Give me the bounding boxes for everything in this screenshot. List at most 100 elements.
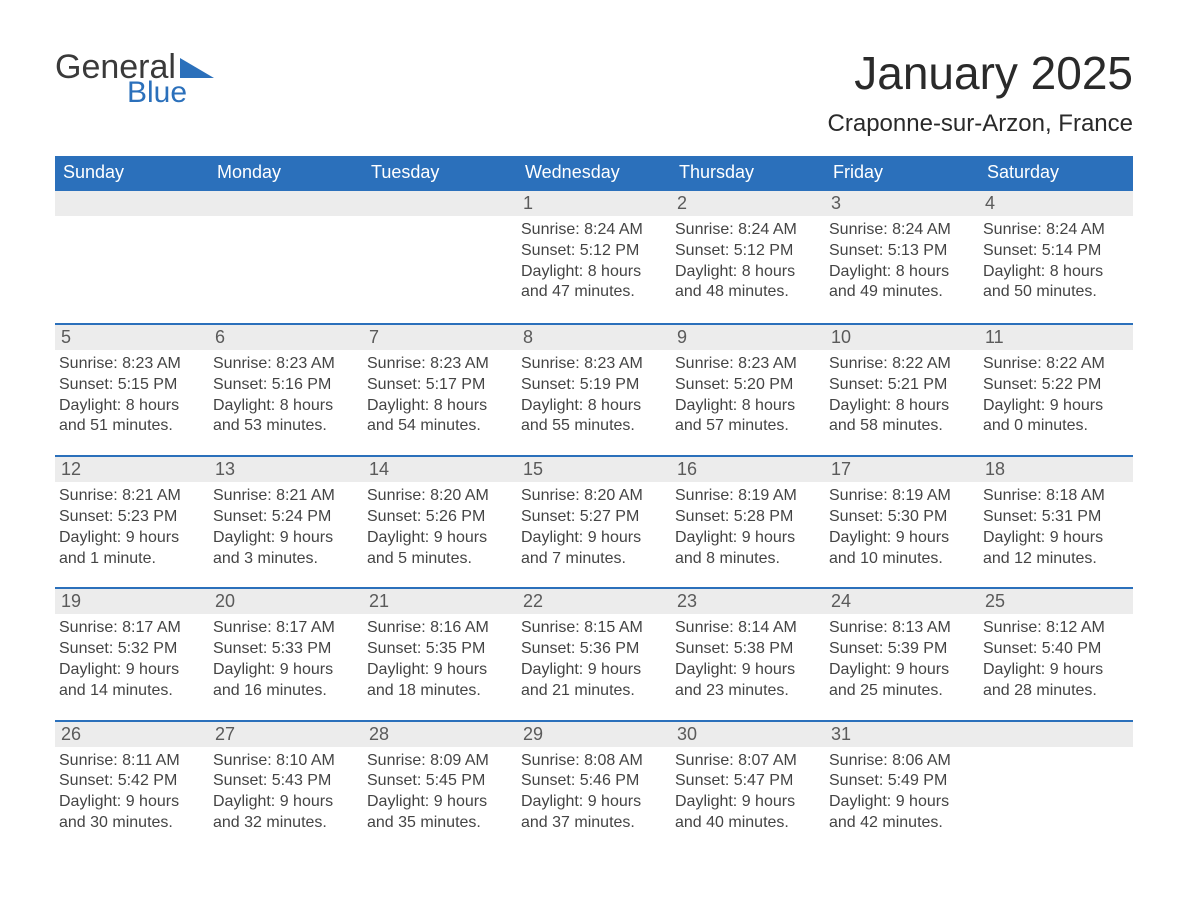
calendar-cell: 15Sunrise: 8:20 AMSunset: 5:27 PMDayligh… — [517, 455, 671, 587]
daylight-text: Daylight: 9 hours and 1 minute. — [59, 528, 203, 570]
day-number: 16 — [671, 455, 825, 482]
calendar-cell: . — [55, 189, 209, 323]
day-header-sunday: Sunday — [55, 156, 209, 189]
day-number: 29 — [517, 720, 671, 747]
sunrise-text: Sunrise: 8:16 AM — [367, 618, 511, 639]
daylight-text: Daylight: 9 hours and 37 minutes. — [521, 792, 665, 834]
calendar-cell: 17 Sunrise: 8:19 AMSunset: 5:30 PMDayligh… — [825, 455, 979, 587]
day-number: 28 — [363, 720, 517, 747]
day-number: 17 — [825, 455, 979, 482]
day-number: 30 — [671, 720, 825, 747]
sunset-text: Sunset: 5:13 PM — [829, 241, 973, 262]
daylight-text: Daylight: 9 hours and 28 minutes. — [983, 660, 1127, 702]
calendar-week: ...1Sunrise: 8:24 AMSunset: 5:12 PMDayli… — [55, 189, 1133, 323]
sunrise-text: Sunrise: 8:24 AM — [829, 220, 973, 241]
page-title: January 2025 — [828, 50, 1133, 96]
calendar-cell: 7 Sunrise: 8:23 AMSunset: 5:17 PMDaylight… — [363, 323, 517, 455]
calendar-cell: 2 Sunrise: 8:24 AMSunset: 5:12 PMDaylight… — [671, 189, 825, 323]
calendar-cell: 18Sunrise: 8:18 AMSunset: 5:31 PMDayligh… — [979, 455, 1133, 587]
sunrise-text: Sunrise: 8:23 AM — [59, 354, 203, 375]
daylight-text: Daylight: 9 hours and 5 minutes. — [367, 528, 511, 570]
calendar-cell: 3Sunrise: 8:24 AMSunset: 5:13 PMDaylight… — [825, 189, 979, 323]
day-number: 15 — [517, 455, 671, 482]
daylight-text: Daylight: 9 hours and 21 minutes. — [521, 660, 665, 702]
sunset-text: Sunset: 5:36 PM — [521, 639, 665, 660]
sunrise-text: Sunrise: 8:14 AM — [675, 618, 819, 639]
day-details: Sunrise: 8:17 AMSunset: 5:33 PMDaylight:… — [211, 618, 357, 701]
daylight-text: Daylight: 9 hours and 32 minutes. — [213, 792, 357, 834]
title-block: January 2025 Craponne-sur-Arzon, France — [828, 50, 1133, 138]
calendar-cell: 11Sunrise: 8:22 AMSunset: 5:22 PMDayligh… — [979, 323, 1133, 455]
day-number: . — [363, 189, 517, 216]
day-details: Sunrise: 8:08 AMSunset: 5:46 PMDaylight:… — [519, 751, 665, 834]
day-details: Sunrise: 8:21 AMSunset: 5:23 PMDaylight:… — [57, 486, 203, 569]
calendar-cell: 29 Sunrise: 8:08 AMSunset: 5:46 PMDayligh… — [517, 720, 671, 852]
calendar-cell: 8Sunrise: 8:23 AMSunset: 5:19 PMDaylight… — [517, 323, 671, 455]
daylight-text: Daylight: 9 hours and 8 minutes. — [675, 528, 819, 570]
sunrise-text: Sunrise: 8:19 AM — [829, 486, 973, 507]
sunrise-text: Sunrise: 8:19 AM — [675, 486, 819, 507]
daylight-text: Daylight: 8 hours and 50 minutes. — [983, 262, 1127, 304]
day-number: 2 — [671, 189, 825, 216]
day-header-thursday: Thursday — [671, 156, 825, 189]
calendar-cell: 12Sunrise: 8:21 AMSunset: 5:23 PMDayligh… — [55, 455, 209, 587]
day-header-friday: Friday — [825, 156, 979, 189]
sunset-text: Sunset: 5:38 PM — [675, 639, 819, 660]
sunset-text: Sunset: 5:15 PM — [59, 375, 203, 396]
page-subtitle: Craponne-sur-Arzon, France — [828, 110, 1133, 138]
sunrise-text: Sunrise: 8:10 AM — [213, 751, 357, 772]
daylight-text: Daylight: 8 hours and 47 minutes. — [521, 262, 665, 304]
daylight-text: Daylight: 9 hours and 3 minutes. — [213, 528, 357, 570]
daylight-text: Daylight: 8 hours and 53 minutes. — [213, 396, 357, 438]
day-details: Sunrise: 8:10 AMSunset: 5:43 PMDaylight:… — [211, 751, 357, 834]
daylight-text: Daylight: 9 hours and 23 minutes. — [675, 660, 819, 702]
header-row: General Blue January 2025 Craponne-sur-A… — [55, 50, 1133, 138]
sunset-text: Sunset: 5:35 PM — [367, 639, 511, 660]
daylight-text: Daylight: 8 hours and 54 minutes. — [367, 396, 511, 438]
sunset-text: Sunset: 5:12 PM — [521, 241, 665, 262]
day-details: Sunrise: 8:24 AMSunset: 5:13 PMDaylight:… — [827, 220, 973, 303]
day-details: Sunrise: 8:23 AMSunset: 5:16 PMDaylight:… — [211, 354, 357, 437]
day-number: 25 — [979, 587, 1133, 614]
calendar-week: 12Sunrise: 8:21 AMSunset: 5:23 PMDayligh… — [55, 455, 1133, 587]
calendar-cell: 16Sunrise: 8:19 AMSunset: 5:28 PMDayligh… — [671, 455, 825, 587]
sunset-text: Sunset: 5:16 PM — [213, 375, 357, 396]
calendar-cell: . — [209, 189, 363, 323]
day-number: 7 — [363, 323, 517, 350]
calendar-cell: 20Sunrise: 8:17 AMSunset: 5:33 PMDayligh… — [209, 587, 363, 719]
sunrise-text: Sunrise: 8:15 AM — [521, 618, 665, 639]
sunrise-text: Sunrise: 8:06 AM — [829, 751, 973, 772]
calendar-cell: 21Sunrise: 8:16 AMSunset: 5:35 PMDayligh… — [363, 587, 517, 719]
day-details: Sunrise: 8:22 AMSunset: 5:21 PMDaylight:… — [827, 354, 973, 437]
day-number: 31 — [825, 720, 979, 747]
day-number: 22 — [517, 587, 671, 614]
sunset-text: Sunset: 5:14 PM — [983, 241, 1127, 262]
day-header-monday: Monday — [209, 156, 363, 189]
calendar: Sunday Monday Tuesday Wednesday Thursday… — [55, 156, 1133, 852]
calendar-cell: 25Sunrise: 8:12 AMSunset: 5:40 PMDayligh… — [979, 587, 1133, 719]
sunset-text: Sunset: 5:21 PM — [829, 375, 973, 396]
sunrise-text: Sunrise: 8:23 AM — [521, 354, 665, 375]
day-details: Sunrise: 8:23 AMSunset: 5:17 PMDaylight:… — [365, 354, 511, 437]
sunrise-text: Sunrise: 8:24 AM — [675, 220, 819, 241]
day-number: 21 — [363, 587, 517, 614]
daylight-text: Daylight: 9 hours and 7 minutes. — [521, 528, 665, 570]
sunset-text: Sunset: 5:12 PM — [675, 241, 819, 262]
calendar-cell: 9Sunrise: 8:23 AMSunset: 5:20 PMDaylight… — [671, 323, 825, 455]
day-details: Sunrise: 8:19 AMSunset: 5:30 PMDaylight:… — [827, 486, 973, 569]
day-number: 18 — [979, 455, 1133, 482]
sunset-text: Sunset: 5:33 PM — [213, 639, 357, 660]
daylight-text: Daylight: 8 hours and 48 minutes. — [675, 262, 819, 304]
sunset-text: Sunset: 5:46 PM — [521, 771, 665, 792]
sunset-text: Sunset: 5:49 PM — [829, 771, 973, 792]
sunrise-text: Sunrise: 8:11 AM — [59, 751, 203, 772]
sunrise-text: Sunrise: 8:12 AM — [983, 618, 1127, 639]
sunrise-text: Sunrise: 8:21 AM — [213, 486, 357, 507]
logo-stack: General Blue — [55, 50, 214, 108]
daylight-text: Daylight: 9 hours and 10 minutes. — [829, 528, 973, 570]
sunrise-text: Sunrise: 8:17 AM — [59, 618, 203, 639]
day-details: Sunrise: 8:15 AMSunset: 5:36 PMDaylight:… — [519, 618, 665, 701]
day-details: Sunrise: 8:24 AMSunset: 5:14 PMDaylight:… — [981, 220, 1127, 303]
daylight-text: Daylight: 9 hours and 25 minutes. — [829, 660, 973, 702]
sunrise-text: Sunrise: 8:23 AM — [367, 354, 511, 375]
